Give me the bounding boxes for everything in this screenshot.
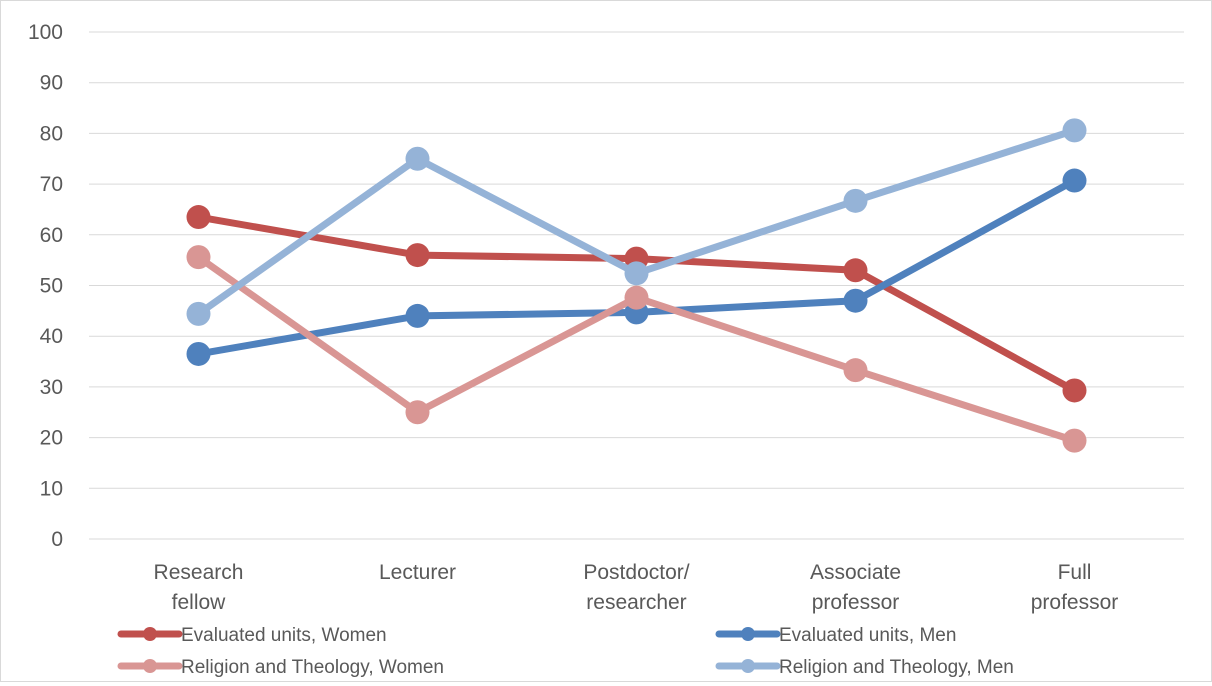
x-category-label: Postdoctor/researcher: [583, 561, 689, 614]
y-axis-tick-labels: 0 10 20 30 40 50 60 70 80 90 100: [28, 21, 63, 551]
data-point: [843, 188, 868, 213]
data-point: [1062, 168, 1087, 193]
legend-item: Evaluated units, Women: [117, 625, 387, 646]
series-1: [186, 168, 1087, 366]
y-tick-label: 10: [40, 477, 63, 500]
x-axis-category-labels: Research fellow Lecturer Postdoctor/researc…: [154, 561, 1119, 614]
legend-marker: [741, 627, 755, 641]
data-point: [1062, 378, 1087, 403]
legend-label: Evaluated units, Men: [779, 625, 956, 646]
x-category-label-line: Postdoctor/: [583, 561, 689, 584]
data-point: [186, 301, 211, 326]
series-2: [186, 245, 1087, 453]
y-tick-label: 80: [40, 122, 63, 145]
data-point: [405, 303, 430, 328]
data-point: [405, 243, 430, 268]
y-tick-label: 100: [28, 21, 63, 44]
y-tick-label: 70: [40, 173, 63, 196]
data-point: [624, 261, 649, 286]
data-point: [186, 205, 211, 230]
data-point: [186, 341, 211, 366]
x-category-label-line: Full: [1058, 561, 1092, 584]
y-tick-label: 50: [40, 275, 63, 298]
series-lines: [186, 118, 1087, 453]
x-category-label-line: fellow: [172, 591, 227, 614]
x-category-label-line: professor: [1031, 591, 1119, 614]
gridlines: [89, 31, 1184, 540]
data-point: [843, 358, 868, 383]
legend-item: Religion and Theology, Women: [117, 657, 444, 678]
data-point: [405, 400, 430, 425]
legend-label: Evaluated units, Women: [181, 625, 387, 646]
x-category-label: Lecturer: [379, 561, 456, 584]
y-tick-label: 90: [40, 72, 63, 95]
x-category-label: Research fellow: [154, 561, 244, 614]
legend-item: Religion and Theology, Men: [715, 657, 1014, 678]
legend: Evaluated units, Women Evaluated units, M…: [117, 625, 1014, 678]
y-tick-label: 30: [40, 376, 63, 399]
data-point: [405, 146, 430, 171]
y-tick-label: 40: [40, 325, 63, 348]
x-category-label-line: researcher: [586, 591, 686, 614]
x-category-label-line: Lecturer: [379, 561, 456, 584]
data-point: [186, 245, 211, 270]
y-tick-label: 60: [40, 224, 63, 247]
legend-marker: [143, 659, 157, 673]
legend-marker: [143, 627, 157, 641]
data-point: [1062, 118, 1087, 143]
data-point: [624, 285, 649, 310]
legend-item: Evaluated units, Men: [715, 625, 956, 646]
x-category-label-line: Associate: [810, 561, 901, 584]
data-point: [843, 258, 868, 283]
series-3: [186, 118, 1087, 326]
x-category-label: Full professor: [1031, 561, 1119, 614]
x-category-label-line: Research: [154, 561, 244, 584]
y-tick-label: 20: [40, 427, 63, 450]
x-category-label-line: professor: [812, 591, 900, 614]
x-category-label: Associate professor: [810, 561, 901, 614]
y-tick-label: 0: [51, 528, 63, 551]
data-point: [843, 288, 868, 313]
legend-marker: [741, 659, 755, 673]
data-point: [1062, 428, 1087, 453]
legend-label: Religion and Theology, Men: [779, 657, 1014, 678]
legend-label: Religion and Theology, Women: [181, 657, 444, 678]
